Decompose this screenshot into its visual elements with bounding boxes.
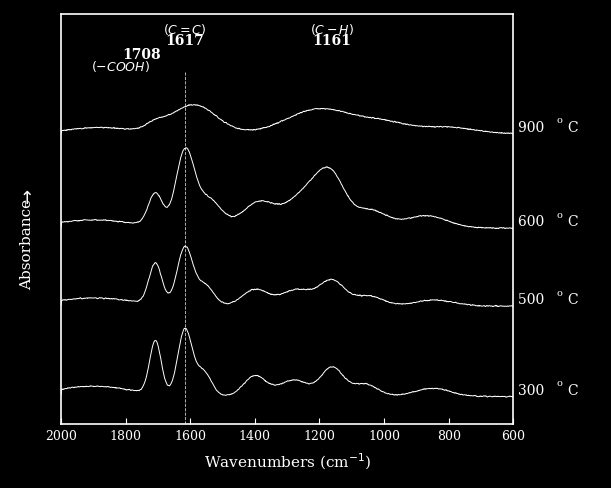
Text: $(C=C)$: $(C=C)$ (163, 22, 207, 37)
Text: C: C (568, 383, 578, 397)
Text: 1617: 1617 (166, 34, 204, 47)
Text: o: o (556, 378, 562, 387)
Text: Absorbance: Absorbance (21, 199, 34, 289)
Text: 900: 900 (518, 121, 549, 134)
X-axis label: Wavenumbers (cm$^{-1}$): Wavenumbers (cm$^{-1}$) (203, 451, 371, 471)
Text: 300: 300 (518, 383, 549, 397)
Text: $(-COOH)$: $(-COOH)$ (92, 59, 150, 74)
Text: C: C (568, 292, 578, 306)
Text: C: C (568, 121, 578, 134)
Text: o: o (556, 116, 562, 125)
Text: C: C (568, 215, 578, 229)
Text: 1161: 1161 (313, 34, 351, 47)
Text: →: → (18, 188, 37, 203)
Text: o: o (556, 288, 562, 297)
Text: 500: 500 (518, 292, 549, 306)
Text: 600: 600 (518, 215, 549, 229)
Text: $(C-H)$: $(C-H)$ (310, 22, 354, 37)
Text: o: o (556, 210, 562, 219)
Text: 1708: 1708 (123, 48, 161, 62)
